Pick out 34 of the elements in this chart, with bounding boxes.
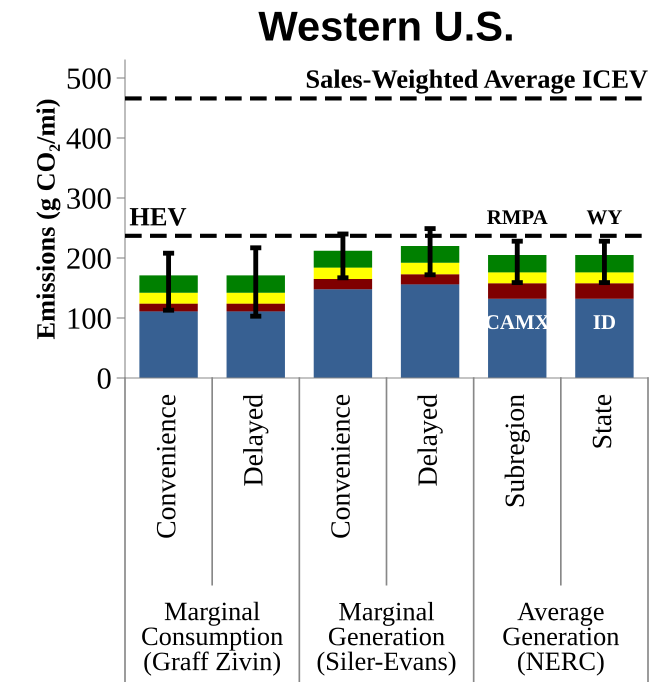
x-tick-label: Delayed [243,394,268,486]
x-tick-label: Convenience [331,394,350,538]
bar [488,298,546,378]
text: Average Generation (NERC) [503,602,620,676]
text: Marginal Consumption (Graff Zivin) [142,602,283,676]
x-tick-label: Delayed [417,394,443,486]
y-tick-label: 500 [68,68,111,89]
ref-line-label: HEV [130,208,186,226]
y-tick-label: 200 [67,248,111,269]
x-tick-label: State [592,394,612,448]
x-tick-label: Convenience [156,394,176,538]
bar [575,298,634,378]
ref-line-label: Sales-Weighted Average ICEV [306,69,648,94]
chart-title: Western U.S. [258,11,512,41]
bar [400,284,460,378]
y-tick-label: 300 [67,188,111,209]
bar [314,279,372,290]
y-tick-label: 100 [68,308,111,329]
y-axis-title: Emissions (g CO₂/mi) [36,100,60,340]
y-tick-label: 0 [98,368,111,389]
bar [226,275,285,293]
text: Marginal Generation (Siler-Evans) [318,602,456,676]
bar [226,304,285,312]
bar [575,283,634,299]
bar [314,289,372,378]
annotation: ID [594,315,615,329]
annotation: WY [586,210,622,224]
bar [488,283,546,299]
annotation: RMPA [487,210,548,224]
bar [226,311,285,378]
bar [139,311,198,378]
y-tick-label: 400 [66,128,111,149]
bar [400,274,460,284]
x-tick-label: Subregion [504,394,530,506]
